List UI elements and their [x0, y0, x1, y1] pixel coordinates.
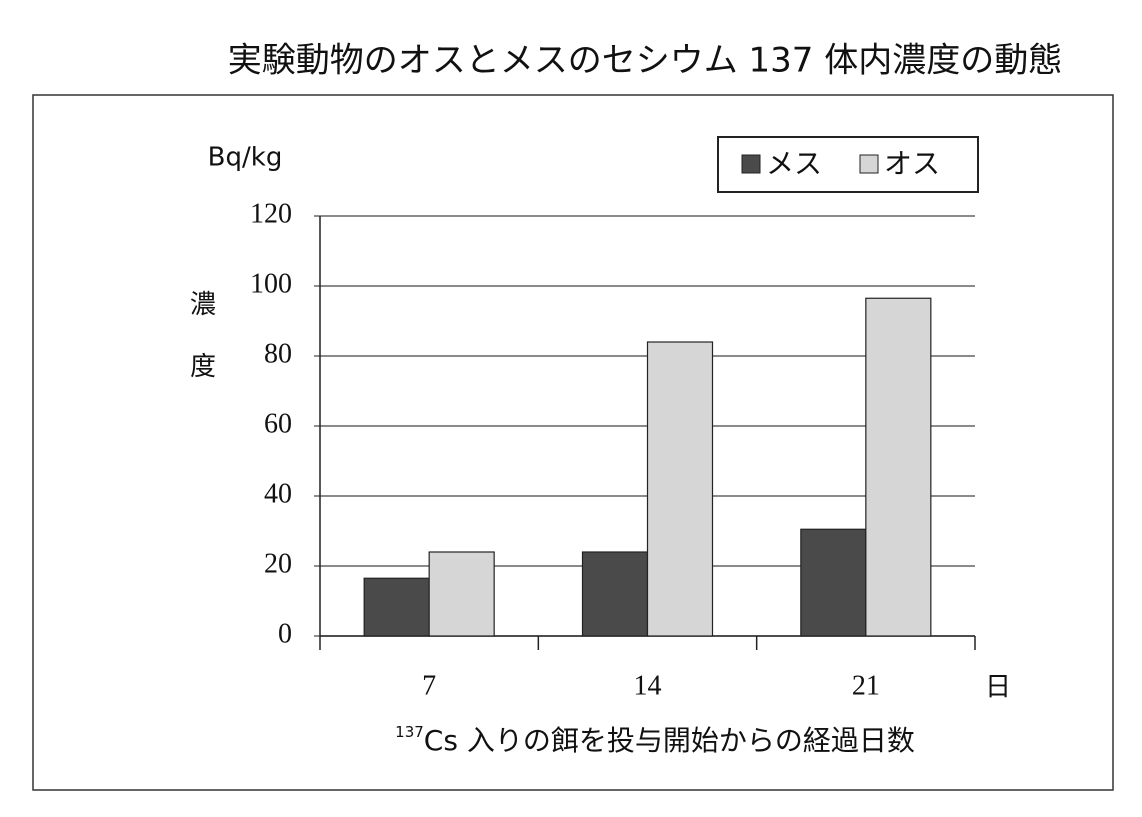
- bar: [865, 297, 932, 637]
- chart-title: 実験動物のオスとメスのセシウム 137 体内濃度の動態: [228, 41, 1063, 81]
- bar: [646, 341, 714, 637]
- bar: [800, 528, 867, 637]
- x-unit: 日: [985, 673, 1011, 703]
- bar: [581, 551, 649, 637]
- y-tick-label: 80: [264, 338, 292, 369]
- chart-frame: [32, 94, 1114, 791]
- x-tick-label: 14: [634, 670, 662, 701]
- legend-swatch: [859, 154, 879, 174]
- y-tick-label: 100: [250, 268, 292, 299]
- bar: [363, 577, 430, 637]
- x-axis-label-superscript: 137: [395, 723, 424, 741]
- legend-box: [717, 136, 979, 193]
- y-tick-label: 40: [264, 478, 292, 509]
- legend-label: オス: [884, 147, 940, 180]
- y-tick-label: 120: [250, 198, 292, 229]
- x-tick-label: 21: [852, 670, 880, 701]
- legend-swatch: [741, 154, 761, 174]
- y-tick-label: 60: [264, 408, 292, 439]
- x-axis-label: 137Cs 入りの餌を投与開始からの経過日数: [395, 723, 915, 758]
- bar: [428, 551, 495, 637]
- y-tick-label: 20: [264, 548, 292, 579]
- y-unit: Bq/kg: [208, 143, 283, 173]
- legend-label: メス: [766, 147, 822, 180]
- x-axis-label-text: Cs 入りの餌を投与開始からの経過日数: [424, 724, 915, 757]
- y-axis-label: 濃度: [186, 290, 216, 414]
- x-tick-label: 7: [422, 670, 436, 701]
- y-tick-label: 0: [278, 618, 292, 649]
